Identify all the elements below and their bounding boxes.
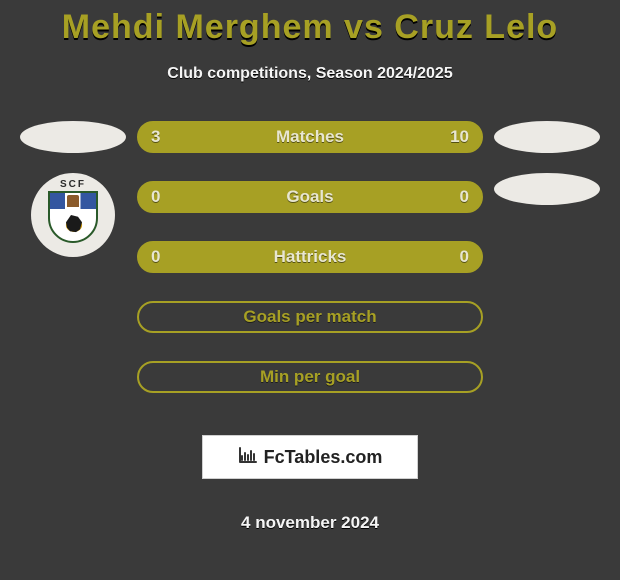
stat-right-value: 0 — [460, 187, 469, 207]
stat-bar: Min per goal — [137, 361, 483, 393]
comparison-card: Mehdi Merghem vs Cruz Lelo Club competit… — [0, 0, 620, 533]
stat-label: Matches — [139, 127, 481, 147]
main-layout: SCF Matches310Goals00Hattricks00Goals pe… — [0, 121, 620, 533]
stat-label: Goals — [139, 187, 481, 207]
stat-bar: Goals per match — [137, 301, 483, 333]
stat-bar: Goals0 0 — [137, 181, 483, 213]
scf-shield-icon: SCF — [44, 183, 102, 247]
stat-left-value: 3 — [151, 127, 160, 147]
right-player-col — [493, 121, 601, 205]
stat-label: Goals per match — [139, 307, 481, 327]
right-club-badge — [494, 173, 600, 205]
left-club-badge: SCF — [31, 173, 115, 257]
left-player-avatar — [20, 121, 126, 153]
chart-icon — [238, 446, 258, 469]
stat-bar: Hattricks0 0 — [137, 241, 483, 273]
right-player-avatar — [494, 121, 600, 153]
stats-column: Matches310Goals00Hattricks00Goals per ma… — [137, 121, 483, 533]
stat-left-value: 0 — [151, 187, 160, 207]
watermark-badge: FcTables.com — [202, 435, 418, 479]
card-title: Mehdi Merghem vs Cruz Lelo — [0, 8, 620, 47]
date-text: 4 november 2024 — [241, 513, 379, 533]
card-subtitle: Club competitions, Season 2024/2025 — [0, 65, 620, 83]
stat-left-value: 0 — [151, 247, 160, 267]
stat-right-value: 0 — [460, 247, 469, 267]
stat-bar: Matches3 10 — [137, 121, 483, 153]
watermark-text: FcTables.com — [264, 447, 383, 468]
left-player-col: SCF — [19, 121, 127, 257]
stat-label: Min per goal — [139, 367, 481, 387]
stat-label: Hattricks — [139, 247, 481, 267]
stat-right-value: 10 — [450, 127, 469, 147]
